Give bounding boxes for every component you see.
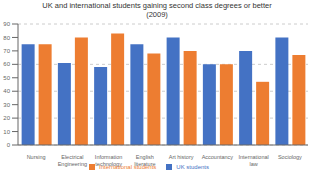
- html-text:UK students: UK students: [176, 164, 209, 170]
- svg-text:30: 30: [3, 102, 10, 108]
- svg-text:Informationtechnology: Informationtechnology: [95, 154, 123, 167]
- svg-text:Englishliterature: Englishliterature: [134, 154, 155, 167]
- html-text:International students: International students: [99, 164, 157, 170]
- svg-text:Internationallaw: Internationallaw: [238, 154, 268, 167]
- svg-text:70: 70: [3, 48, 10, 54]
- svg-text:90: 90: [3, 21, 10, 27]
- svg-text:80: 80: [3, 35, 10, 41]
- svg-text:50: 50: [3, 75, 10, 81]
- svg-text:40: 40: [3, 88, 10, 94]
- html-text:UK and international students: UK and international students gaining se…: [42, 1, 272, 19]
- svg-text:20: 20: [3, 115, 10, 121]
- svg-text:60: 60: [3, 61, 10, 67]
- svg-text:10: 10: [3, 129, 10, 135]
- svg-text:ElectricalEngineering: ElectricalEngineering: [58, 154, 87, 167]
- svg-text:Nursing: Nursing: [27, 154, 46, 160]
- svg-text:Sociology: Sociology: [278, 154, 302, 160]
- svg-text:0: 0: [7, 142, 11, 148]
- svg-text:Art history: Art history: [169, 154, 194, 160]
- svg-text:Accountancy: Accountancy: [202, 154, 234, 160]
